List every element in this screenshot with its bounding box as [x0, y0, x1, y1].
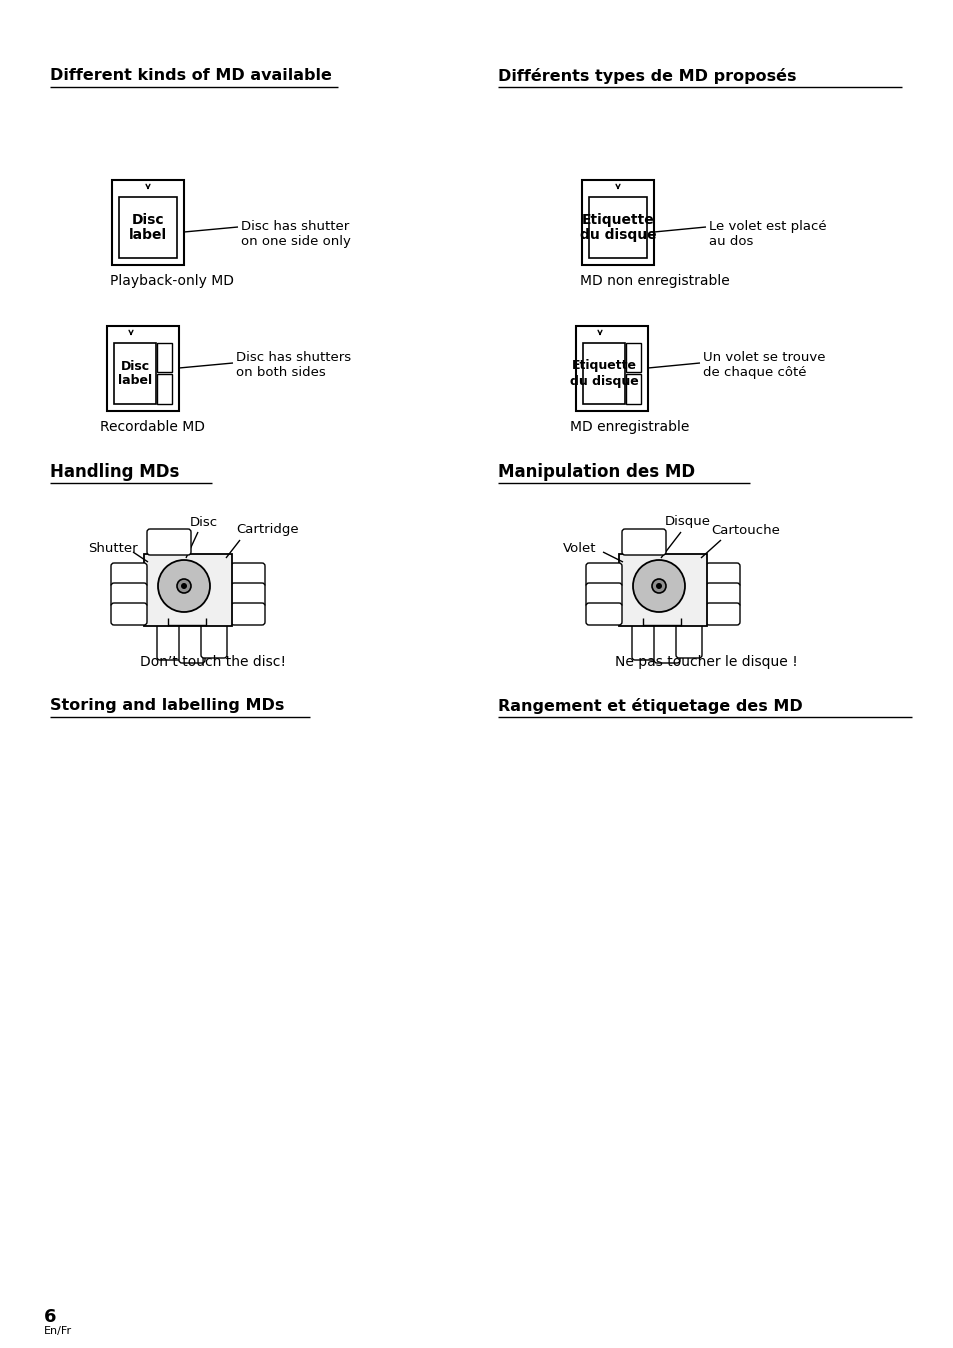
Text: du disque: du disque — [569, 375, 638, 387]
Bar — [576, 325, 647, 411]
Text: Disc: Disc — [132, 213, 164, 226]
FancyBboxPatch shape — [231, 563, 265, 586]
FancyBboxPatch shape — [676, 619, 701, 658]
Text: Etiquette: Etiquette — [571, 360, 636, 372]
Bar — [625, 373, 640, 403]
Bar — [582, 342, 624, 403]
FancyBboxPatch shape — [111, 603, 147, 625]
Text: Différents types de MD proposés: Différents types de MD proposés — [497, 67, 796, 84]
Text: Don’t touch the disc!: Don’t touch the disc! — [140, 655, 286, 669]
Text: Un volet se trouve
de chaque côté: Un volet se trouve de chaque côté — [702, 350, 824, 379]
FancyBboxPatch shape — [111, 582, 147, 607]
Text: Disc: Disc — [190, 515, 218, 528]
Bar — [618, 554, 706, 625]
Text: Cartridge: Cartridge — [235, 523, 298, 537]
Text: Ne pas toucher le disque !: Ne pas toucher le disque ! — [615, 655, 797, 669]
Text: Rangement et étiquetage des MD: Rangement et étiquetage des MD — [497, 698, 801, 714]
Text: MD non enregistrable: MD non enregistrable — [579, 274, 729, 288]
FancyBboxPatch shape — [631, 619, 658, 661]
Text: Handling MDs: Handling MDs — [50, 462, 179, 481]
FancyBboxPatch shape — [157, 619, 183, 661]
FancyBboxPatch shape — [705, 582, 740, 607]
Bar — [119, 197, 177, 257]
Text: Cartouche: Cartouche — [710, 523, 779, 537]
FancyBboxPatch shape — [111, 563, 147, 586]
FancyBboxPatch shape — [621, 528, 665, 555]
Text: Recordable MD: Recordable MD — [100, 421, 205, 434]
FancyBboxPatch shape — [147, 528, 191, 555]
Bar — [625, 342, 640, 372]
FancyBboxPatch shape — [585, 582, 621, 607]
Bar — [157, 342, 172, 372]
Text: Volet: Volet — [562, 542, 596, 554]
Text: MD enregistrable: MD enregistrable — [569, 421, 689, 434]
Text: Disc has shutter
on one side only: Disc has shutter on one side only — [241, 220, 351, 248]
Bar — [113, 342, 156, 403]
FancyBboxPatch shape — [231, 603, 265, 625]
FancyBboxPatch shape — [179, 619, 205, 663]
Text: Le volet est placé
au dos: Le volet est placé au dos — [708, 220, 825, 248]
FancyBboxPatch shape — [654, 619, 679, 663]
Text: label: label — [118, 375, 152, 387]
Text: Different kinds of MD available: Different kinds of MD available — [50, 67, 332, 84]
Bar — [107, 325, 179, 411]
Text: Manipulation des MD: Manipulation des MD — [497, 462, 695, 481]
FancyBboxPatch shape — [705, 563, 740, 586]
FancyBboxPatch shape — [201, 619, 227, 658]
Circle shape — [651, 580, 665, 593]
Text: Shutter: Shutter — [88, 542, 137, 554]
Text: du disque: du disque — [579, 228, 656, 243]
Text: 6: 6 — [44, 1308, 56, 1326]
Bar — [144, 554, 232, 625]
Bar — [581, 179, 654, 264]
Circle shape — [181, 582, 187, 589]
Text: Storing and labelling MDs: Storing and labelling MDs — [50, 698, 284, 713]
Circle shape — [158, 559, 210, 612]
Text: En/Fr: En/Fr — [44, 1326, 72, 1336]
Text: label: label — [129, 228, 167, 243]
Bar — [588, 197, 646, 257]
FancyBboxPatch shape — [585, 603, 621, 625]
Text: Disque: Disque — [664, 515, 710, 528]
Circle shape — [656, 582, 661, 589]
Text: Disc has shutters
on both sides: Disc has shutters on both sides — [235, 350, 351, 379]
Circle shape — [633, 559, 684, 612]
Text: Disc: Disc — [120, 360, 150, 372]
Bar — [112, 179, 184, 264]
FancyBboxPatch shape — [705, 603, 740, 625]
Circle shape — [177, 580, 191, 593]
Text: Etiquette: Etiquette — [581, 213, 654, 226]
Bar — [157, 373, 172, 403]
FancyBboxPatch shape — [231, 582, 265, 607]
FancyBboxPatch shape — [585, 563, 621, 586]
Text: Playback-only MD: Playback-only MD — [110, 274, 233, 288]
